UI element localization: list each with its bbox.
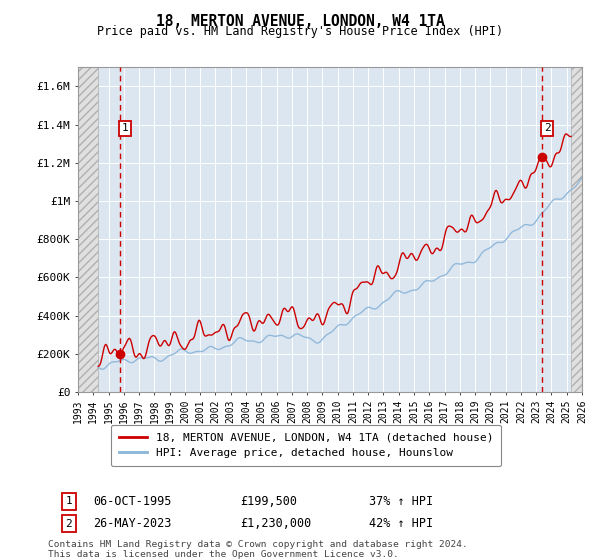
Text: This data is licensed under the Open Government Licence v3.0.: This data is licensed under the Open Gov… — [48, 550, 399, 559]
Text: 26-MAY-2023: 26-MAY-2023 — [93, 517, 172, 530]
Text: 1: 1 — [65, 496, 73, 506]
Text: 2: 2 — [65, 519, 73, 529]
Text: 2: 2 — [544, 123, 551, 133]
Text: £199,500: £199,500 — [240, 494, 297, 508]
Text: £1,230,000: £1,230,000 — [240, 517, 311, 530]
Text: 42% ↑ HPI: 42% ↑ HPI — [369, 517, 433, 530]
Text: 18, MERTON AVENUE, LONDON, W4 1TA: 18, MERTON AVENUE, LONDON, W4 1TA — [155, 14, 445, 29]
Text: 06-OCT-1995: 06-OCT-1995 — [93, 494, 172, 508]
Text: Contains HM Land Registry data © Crown copyright and database right 2024.: Contains HM Land Registry data © Crown c… — [48, 540, 468, 549]
Bar — [571, 67, 582, 392]
Text: 37% ↑ HPI: 37% ↑ HPI — [369, 494, 433, 508]
Bar — [78, 67, 98, 392]
Text: Price paid vs. HM Land Registry's House Price Index (HPI): Price paid vs. HM Land Registry's House … — [97, 25, 503, 38]
Legend: 18, MERTON AVENUE, LONDON, W4 1TA (detached house), HPI: Average price, detached: 18, MERTON AVENUE, LONDON, W4 1TA (detac… — [111, 424, 501, 466]
Text: 1: 1 — [122, 123, 128, 133]
